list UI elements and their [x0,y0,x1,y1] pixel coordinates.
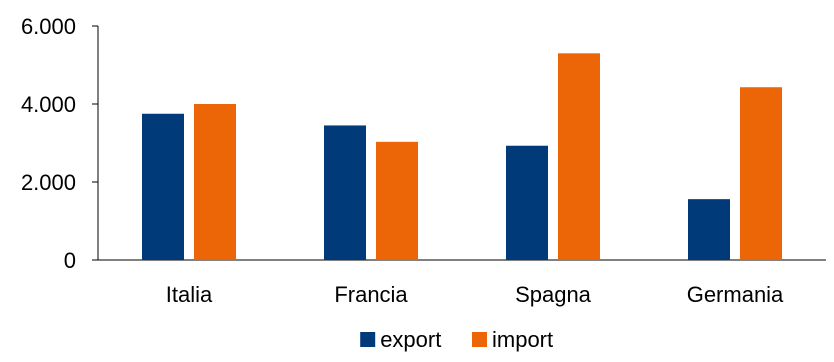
bar-export-spagna [506,145,548,260]
bar-import-spagna [558,53,600,260]
x-tick-label: Francia [334,282,408,307]
bar-export-italia [142,113,184,260]
bars [142,53,782,260]
legend-swatch-import [472,332,487,347]
y-tick-label: 4.000 [21,92,76,117]
bar-export-germania [688,199,730,260]
legend-label-import: import [492,327,553,352]
bar-export-francia [324,125,366,260]
x-tick-label: Italia [166,282,213,307]
x-tick-label: Spagna [515,282,592,307]
bar-import-francia [376,141,418,260]
bar-import-italia [194,104,236,260]
legend-label-export: export [380,327,441,352]
y-tick-label: 0 [64,248,76,273]
legend: export import [360,327,553,352]
bar-import-germania [740,87,782,260]
y-axis: 0 2.000 4.000 6.000 [21,14,99,273]
x-tick-label: Germania [687,282,784,307]
y-tick-label: 6.000 [21,14,76,39]
y-tick-label: 2.000 [21,170,76,195]
legend-swatch-export [360,332,376,347]
x-axis: Italia Francia Spagna Germania [98,259,826,307]
